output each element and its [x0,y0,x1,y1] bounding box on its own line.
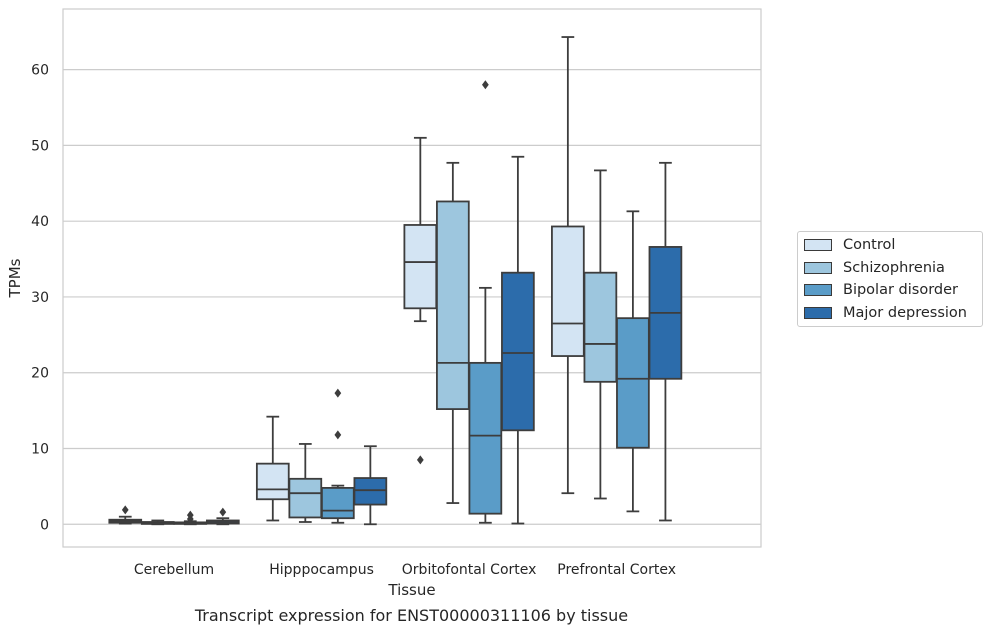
x-tick-label: Prefrontal Cortex [557,562,676,578]
x-tick-labels: Cerebellum Hipppocampus Orbitofontal Corte… [134,562,676,578]
legend-item-schizophrenia: Schizophrenia [804,258,945,278]
x-tick-label: Hipppocampus [269,562,374,578]
y-tick-label: 10 [31,441,49,457]
legend-label-major-depression: Major depression [843,305,967,321]
y-tick-label: 50 [31,138,49,154]
outlier-point [334,388,342,398]
outlier-point [481,80,489,90]
box [288,477,323,519]
box-group [108,36,683,526]
y-tick-labels: 0 10 20 30 40 50 60 [31,63,49,534]
outlier-point [334,430,342,440]
box [321,486,355,520]
legend-label-bipolar-disorder: Bipolar disorder [843,282,958,298]
box [583,271,618,383]
legend-item-bipolar-disorder: Bipolar disorder [804,280,958,300]
legend-label-schizophrenia: Schizophrenia [843,260,945,276]
box [403,224,438,310]
outlier-point [416,455,424,465]
y-tick-label: 20 [31,366,49,382]
outlier-point [121,505,129,515]
legend-label-control: Control [843,237,896,253]
y-axis-label: TPMs [6,258,24,298]
box [468,361,503,515]
box [501,271,535,432]
legend-item-control: Control [804,235,895,255]
y-tick-label: 60 [31,63,49,79]
y-tick-label: 30 [31,290,49,306]
legend-item-major-depression: Major depression [804,303,967,323]
box [353,477,388,506]
legend-swatch-schizophrenia [804,262,832,274]
y-tick-label: 40 [31,214,49,230]
x-tick-label: Cerebellum [134,562,214,578]
legend-swatch-bipolar-disorder [804,284,832,296]
legend-swatch-major-depression [804,307,832,319]
box [551,225,585,357]
box [616,317,650,449]
legend-swatch-control [804,239,832,251]
x-axis-label: Tissue [387,581,435,599]
x-tick-label: Orbitofontal Cortex [402,562,537,578]
box [436,200,470,410]
outlier-point [219,507,227,517]
box [255,462,290,501]
figure-caption: Transcript expression for ENST0000031110… [194,606,629,625]
legend: Control Schizophrenia Bipolar disorder M… [797,231,983,327]
outlier-point [186,510,194,520]
y-tick-label: 0 [40,517,49,533]
